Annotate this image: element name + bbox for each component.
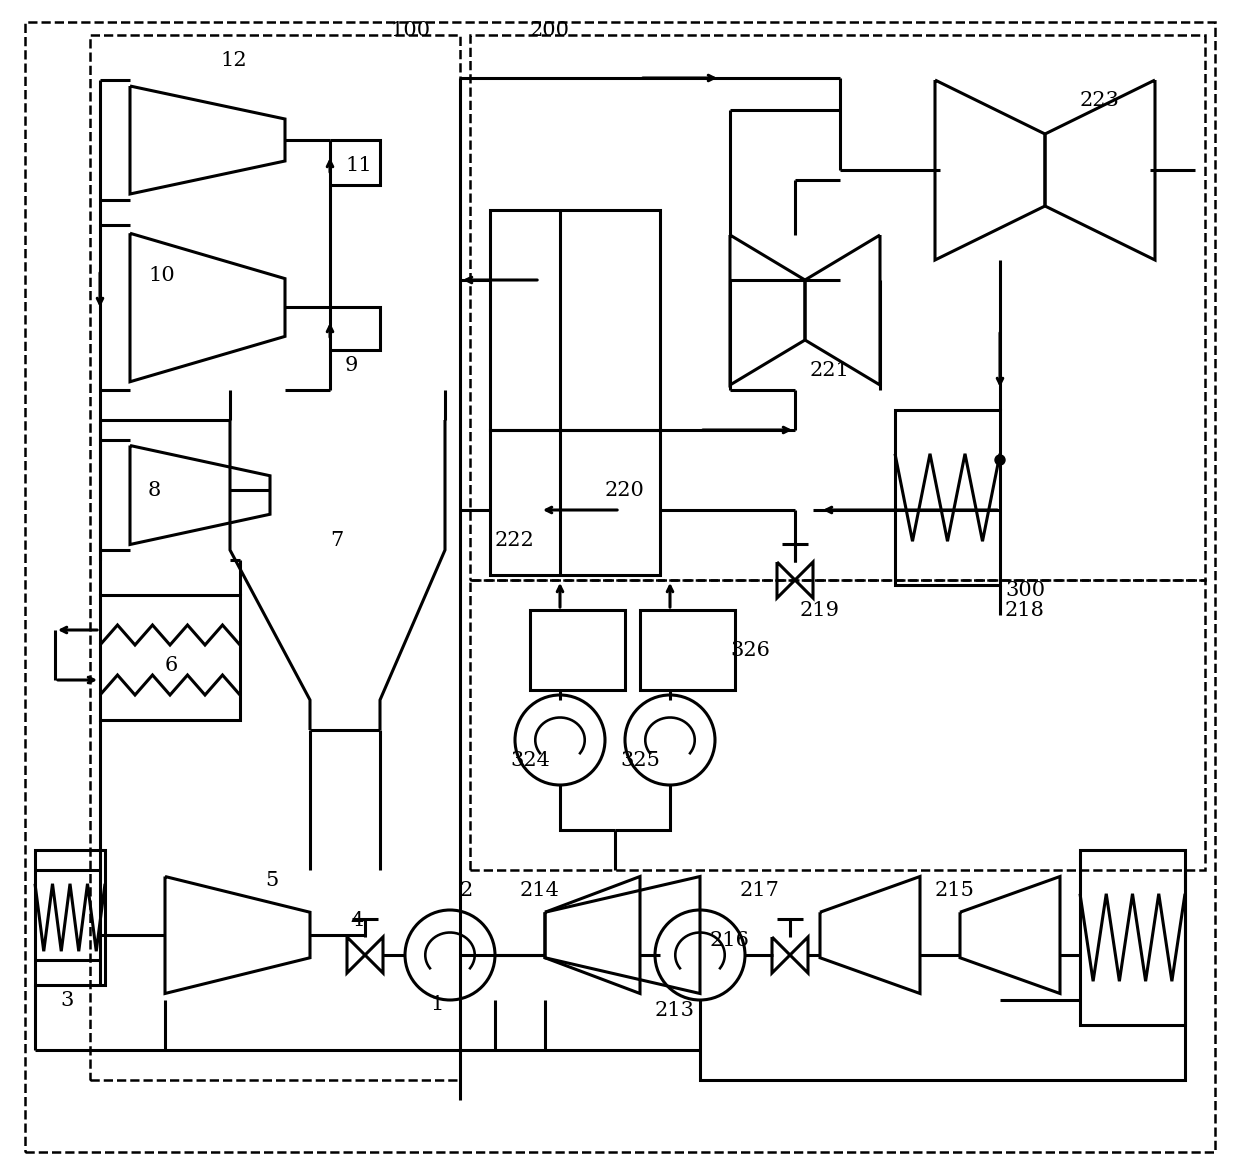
Text: 8: 8	[148, 480, 161, 499]
Text: 220: 220	[605, 480, 645, 499]
Text: 219: 219	[800, 600, 839, 620]
Bar	[1080, 850, 1185, 1025]
Bar	[470, 580, 1205, 870]
Text: 9: 9	[345, 356, 358, 375]
Text: 326: 326	[730, 641, 770, 660]
Text: 100: 100	[391, 20, 430, 40]
Text: 3: 3	[60, 991, 73, 1010]
Text: 200: 200	[529, 20, 570, 40]
Bar	[470, 35, 1205, 580]
Bar	[640, 610, 735, 690]
Text: 7: 7	[330, 531, 343, 549]
Bar	[91, 35, 460, 1080]
Text: 213: 213	[655, 1000, 694, 1019]
Text: 1: 1	[430, 996, 444, 1014]
Text: 214: 214	[520, 880, 560, 899]
Text: 325: 325	[620, 750, 660, 769]
Text: 223: 223	[1080, 90, 1120, 109]
Bar	[35, 850, 105, 985]
Text: 4: 4	[350, 911, 363, 930]
Text: 324: 324	[510, 750, 549, 769]
Bar	[895, 410, 999, 585]
Bar	[529, 610, 625, 690]
Text: 11: 11	[345, 155, 372, 175]
Text: 215: 215	[935, 880, 975, 899]
Text: 10: 10	[148, 265, 175, 284]
Text: 218: 218	[1004, 600, 1045, 620]
Bar	[490, 210, 660, 430]
Text: 221: 221	[810, 360, 849, 379]
Circle shape	[994, 456, 1004, 465]
Text: 216: 216	[711, 931, 750, 950]
Text: 12: 12	[219, 50, 247, 69]
Text: 5: 5	[265, 870, 278, 890]
Bar	[100, 595, 241, 720]
Text: 2: 2	[460, 880, 474, 899]
Text: 6: 6	[165, 655, 179, 675]
Text: 217: 217	[740, 880, 780, 899]
Text: 222: 222	[495, 531, 534, 549]
Bar	[490, 430, 660, 575]
Text: 300: 300	[1004, 580, 1045, 600]
